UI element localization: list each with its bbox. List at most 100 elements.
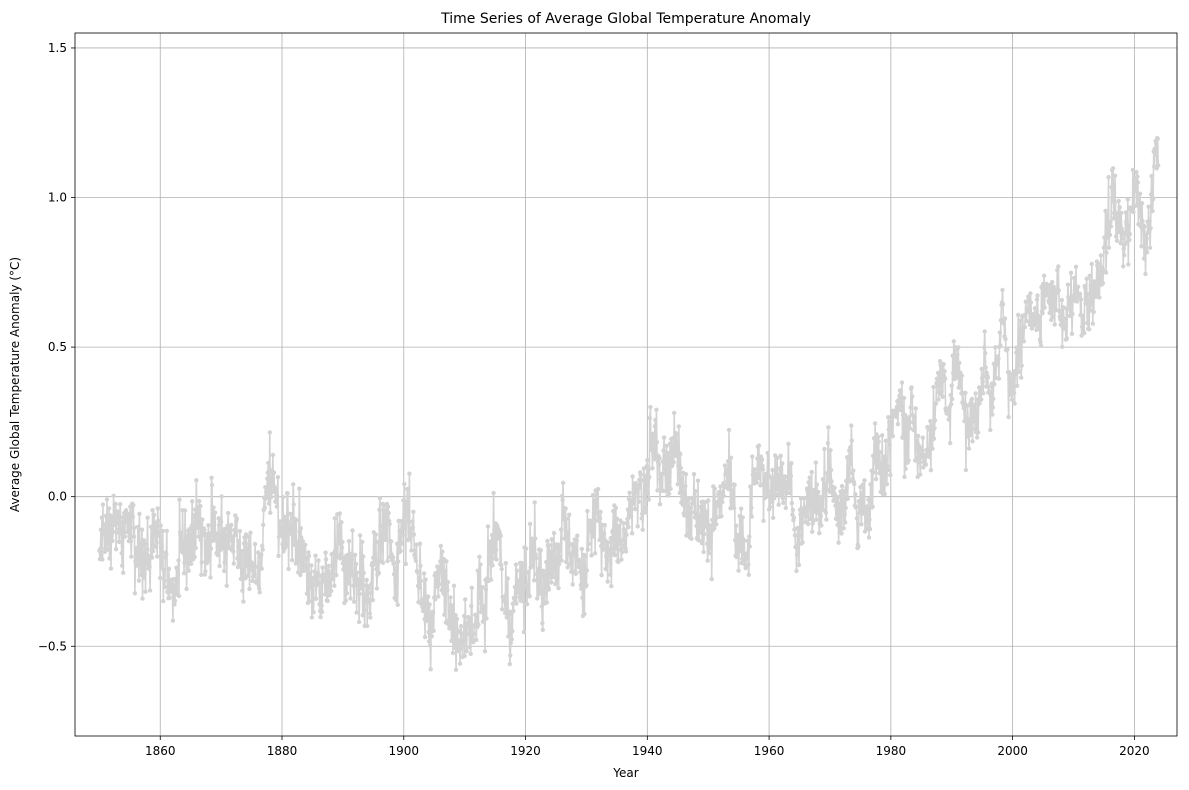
- data-point: [1080, 321, 1086, 326]
- data-point: [549, 580, 554, 585]
- data-point: [517, 595, 522, 600]
- data-point: [162, 584, 167, 590]
- data-point: [775, 487, 780, 492]
- data-point: [921, 465, 926, 470]
- data-point: [647, 415, 652, 421]
- data-point: [1108, 224, 1114, 229]
- data-point: [1078, 297, 1084, 302]
- data-point: [760, 467, 766, 472]
- data-point: [558, 527, 564, 532]
- data-point: [476, 571, 482, 577]
- data-point: [649, 447, 654, 453]
- data-point: [776, 502, 781, 507]
- data-point: [298, 572, 303, 578]
- data-point: [867, 517, 872, 522]
- data-point: [1139, 244, 1144, 249]
- data-point: [648, 404, 653, 410]
- data-point: [323, 557, 329, 562]
- data-point: [942, 376, 948, 381]
- data-point: [1025, 309, 1031, 314]
- data-point: [586, 541, 591, 547]
- data-point: [773, 483, 778, 489]
- data-point: [748, 485, 753, 490]
- data-point: [1002, 316, 1008, 321]
- data-point: [268, 510, 273, 515]
- data-point: [951, 339, 956, 344]
- data-point: [848, 445, 853, 450]
- data-point: [172, 598, 178, 604]
- data-point: [973, 391, 978, 396]
- data-point: [642, 478, 647, 483]
- data-point: [796, 562, 802, 568]
- data-point: [539, 604, 544, 609]
- data-point: [1147, 245, 1153, 250]
- data-point: [155, 554, 160, 559]
- data-point: [365, 623, 370, 629]
- data-point: [841, 526, 846, 531]
- data-point: [1009, 397, 1015, 402]
- data-point: [447, 626, 452, 631]
- data-point: [541, 568, 546, 573]
- data-point: [1083, 301, 1088, 306]
- data-point: [747, 534, 752, 539]
- data-point: [822, 481, 828, 487]
- data-point: [639, 516, 644, 521]
- data-point: [170, 618, 176, 623]
- data-point: [1106, 245, 1112, 250]
- data-point: [1016, 369, 1021, 374]
- data-point: [380, 560, 386, 565]
- data-point: [225, 531, 230, 537]
- data-point: [1125, 197, 1131, 202]
- data-point: [1001, 321, 1006, 326]
- data-point: [428, 643, 433, 648]
- data-point: [264, 494, 269, 499]
- data-point: [119, 551, 124, 556]
- data-point: [983, 350, 988, 356]
- data-point: [532, 578, 537, 583]
- data-point: [373, 532, 379, 537]
- data-point: [620, 549, 625, 555]
- data-point: [137, 511, 142, 516]
- data-point: [330, 570, 335, 575]
- data-point: [767, 493, 772, 498]
- data-point: [217, 563, 222, 569]
- data-point: [907, 419, 912, 425]
- data-point: [196, 534, 201, 539]
- data-point: [340, 539, 345, 545]
- data-point: [1135, 174, 1140, 179]
- data-point: [787, 482, 793, 488]
- data-point: [473, 612, 478, 618]
- data-point: [210, 525, 215, 530]
- data-point: [799, 516, 805, 521]
- data-point: [948, 440, 953, 446]
- data-point: [643, 505, 648, 511]
- data-point: [909, 385, 914, 390]
- data-point: [809, 469, 814, 475]
- data-point: [1116, 198, 1121, 204]
- data-point: [1083, 285, 1088, 291]
- data-point: [1096, 261, 1102, 266]
- data-point: [295, 540, 300, 545]
- data-point: [676, 424, 681, 429]
- data-point: [936, 397, 941, 402]
- data-point: [551, 530, 557, 536]
- data-point: [565, 565, 570, 570]
- data-point: [1114, 238, 1120, 243]
- data-point: [708, 539, 713, 545]
- data-point: [593, 511, 599, 516]
- data-point: [144, 546, 150, 552]
- data-point: [288, 511, 293, 517]
- data-point: [660, 459, 666, 464]
- data-point: [645, 457, 650, 463]
- data-point: [433, 570, 438, 576]
- data-point: [897, 388, 903, 393]
- data-point: [745, 538, 750, 544]
- data-point: [442, 612, 447, 617]
- data-point: [521, 629, 527, 635]
- data-point: [1085, 291, 1090, 297]
- data-point: [599, 573, 604, 578]
- data-point: [958, 377, 964, 382]
- data-point: [1036, 326, 1041, 331]
- data-point: [602, 522, 607, 528]
- data-point: [374, 586, 380, 591]
